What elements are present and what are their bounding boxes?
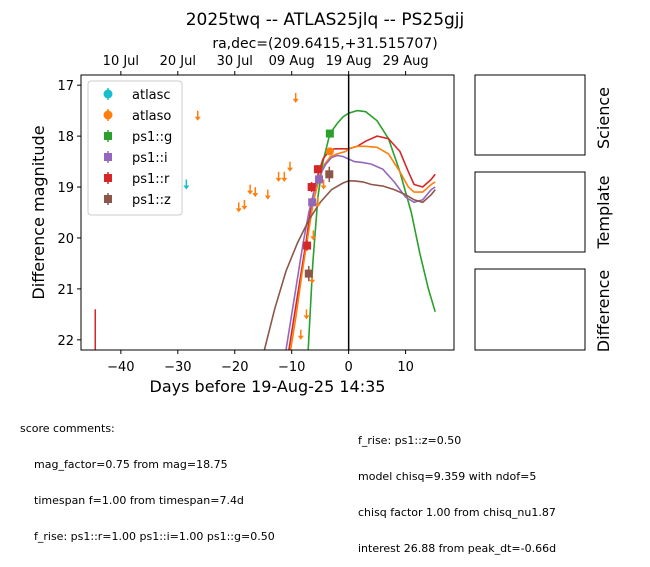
- x-axis-label: Days before 19-Aug-25 14:35: [150, 377, 386, 396]
- upper-limit-arrow-atlaso: [281, 177, 288, 182]
- top-tick-label: 20 Jul: [160, 54, 196, 69]
- legend-label: ps1::i: [132, 151, 168, 166]
- upper-limit-arrow-atlaso: [320, 185, 327, 190]
- upper-limit-arrow-atlasc: [183, 185, 190, 190]
- upper-limit-arrow-atlaso: [241, 205, 248, 210]
- legend-label: atlaso: [132, 109, 171, 124]
- upper-limit-arrow-atlaso: [297, 335, 304, 340]
- comment-line: interest 26.88 from peak_dt=-0.66d: [358, 542, 557, 555]
- point-ps1-r: [303, 241, 312, 250]
- legend-marker: [104, 174, 112, 182]
- comment-line: f_rise: ps1::z=0.50: [358, 434, 462, 447]
- legend-marker: [103, 89, 113, 99]
- x-tick-label: −10: [278, 360, 305, 375]
- top-tick-label: 30 Jul: [217, 54, 253, 69]
- point-atlaso: [325, 147, 334, 156]
- point-ps1-r: [313, 165, 322, 174]
- upper-limit-arrow-atlaso: [314, 203, 321, 208]
- upper-limit-arrow-atlaso: [303, 315, 310, 320]
- point-ps1-g: [325, 129, 334, 138]
- x-tick-label: −40: [107, 360, 134, 375]
- point-ps1-z: [325, 170, 334, 179]
- legend-label: atlasc: [132, 88, 171, 103]
- upper-limit-arrow-atlaso: [194, 116, 201, 121]
- point-ps1-i: [308, 198, 317, 207]
- y-tick-label: 18: [57, 130, 74, 145]
- chart-title: 2025twq -- ATLAS25jlq -- PS25gjj: [186, 10, 465, 30]
- upper-limit-arrow-atlaso: [286, 167, 293, 172]
- top-tick-label: 09 Aug: [269, 54, 315, 69]
- model-curve-ps1-i: [285, 154, 436, 350]
- point-ps1-i: [315, 175, 324, 184]
- legend-marker: [104, 195, 112, 203]
- y-tick-label: 19: [57, 181, 74, 196]
- difference-label: Difference: [594, 270, 613, 352]
- upper-limit-arrow-atlaso: [247, 190, 254, 195]
- legend-label: ps1::z: [132, 193, 171, 208]
- comment-line: model chisq=9.359 with ndof=5: [358, 470, 537, 483]
- score-comments: score comments: mag_factor=0.75 from mag…: [20, 399, 275, 555]
- legend-marker: [104, 153, 112, 161]
- top-tick-label: 10 Jul: [103, 54, 139, 69]
- top-tick-label: 19 Aug: [326, 54, 372, 69]
- comment-line: mag_factor=0.75 from mag=18.75: [34, 458, 228, 471]
- plot-frame: [80, 74, 455, 351]
- x-tick-label: 10: [397, 360, 414, 375]
- upper-limit-arrow-atlaso: [310, 236, 317, 241]
- comment-line: chisq factor 1.00 from chisq_nu1.87: [358, 506, 556, 519]
- top-tick-label: 29 Aug: [383, 54, 429, 69]
- upper-limit-arrow-atlaso: [235, 208, 242, 213]
- legend-marker: [103, 110, 113, 120]
- difference-panel: [474, 268, 586, 351]
- x-tick-label: −30: [164, 360, 191, 375]
- point-ps1-r: [307, 183, 316, 192]
- model-curve-ps1-z: [263, 180, 436, 350]
- upper-limit-arrow-atlaso: [292, 98, 299, 103]
- template-label: Template: [594, 175, 613, 249]
- upper-limit-arrow-atlaso: [309, 279, 316, 284]
- x-tick-label: 0: [345, 360, 353, 375]
- upper-limit-arrow-atlaso: [275, 177, 282, 182]
- y-axis-label: Difference magnitude: [29, 125, 48, 299]
- lightcurve-figure: 2025twq -- ATLAS25jlq -- PS25gjj ra,dec=…: [29, 10, 613, 396]
- y-tick-label: 22: [57, 334, 74, 349]
- comments-heading: score comments:: [20, 422, 115, 435]
- science-panel: [474, 74, 586, 156]
- legend-label: ps1::g: [132, 130, 172, 145]
- y-tick-label: 21: [57, 283, 74, 298]
- y-tick-label: 20: [57, 232, 74, 247]
- template-panel: [474, 171, 586, 253]
- upper-limit-arrow-atlaso: [252, 193, 259, 198]
- legend-marker: [104, 132, 112, 140]
- science-label: Science: [594, 87, 613, 149]
- x-tick-label: −20: [221, 360, 248, 375]
- legend-label: ps1::r: [132, 172, 170, 187]
- comment-line: f_rise: ps1::r=1.00 ps1::i=1.00 ps1::g=0…: [34, 530, 275, 543]
- point-ps1-z: [304, 269, 313, 278]
- y-tick-label: 17: [57, 79, 74, 94]
- upper-limit-arrow-atlaso: [264, 195, 271, 200]
- score-comments-right: f_rise: ps1::z=0.50 model chisq=9.359 wi…: [358, 411, 556, 567]
- chart-subtitle: ra,dec=(209.6415,+31.515707): [212, 36, 437, 52]
- model-curve-atlaso: [289, 145, 436, 350]
- comment-line: timespan f=1.00 from timespan=7.4d: [34, 494, 244, 507]
